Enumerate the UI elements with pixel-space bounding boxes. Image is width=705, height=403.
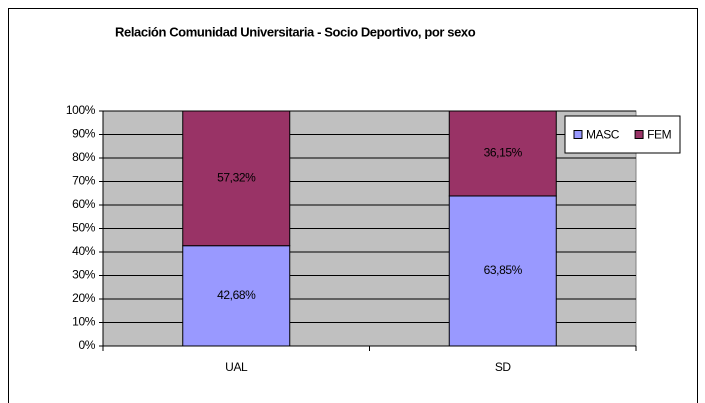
y-tick-label: 0% — [78, 338, 95, 352]
bar-segment — [448, 195, 557, 347]
y-tick-label: 40% — [72, 244, 96, 258]
y-tick-label: 90% — [72, 127, 96, 141]
legend-box — [564, 115, 681, 154]
legend-swatch — [573, 130, 583, 139]
x-tick-label: UAL — [225, 360, 248, 374]
data-label: 36,15% — [484, 146, 523, 160]
legend-label: FEM — [647, 128, 672, 142]
data-label: 63,85% — [484, 263, 523, 277]
chart-title: Relación Comunidad Universitaria - Socio… — [115, 24, 476, 39]
y-tick-label: 80% — [72, 150, 96, 164]
y-tick-label: 10% — [72, 315, 96, 329]
y-tick-label: 20% — [72, 291, 96, 305]
data-label: 57,32% — [217, 171, 256, 185]
x-tick-label: SD — [495, 360, 512, 374]
y-tick-label: 30% — [72, 268, 96, 282]
y-tick-label: 50% — [72, 221, 96, 235]
data-label: 42,68% — [217, 288, 256, 302]
y-tick-label: 70% — [72, 174, 96, 188]
bar-segment — [448, 110, 557, 197]
legend-label: MASC — [586, 128, 620, 142]
bar-segment — [182, 110, 291, 247]
y-tick-label: 60% — [72, 197, 96, 211]
legend-swatch — [634, 130, 644, 139]
y-tick-label: 100% — [66, 103, 96, 117]
bar-segment — [182, 245, 291, 347]
